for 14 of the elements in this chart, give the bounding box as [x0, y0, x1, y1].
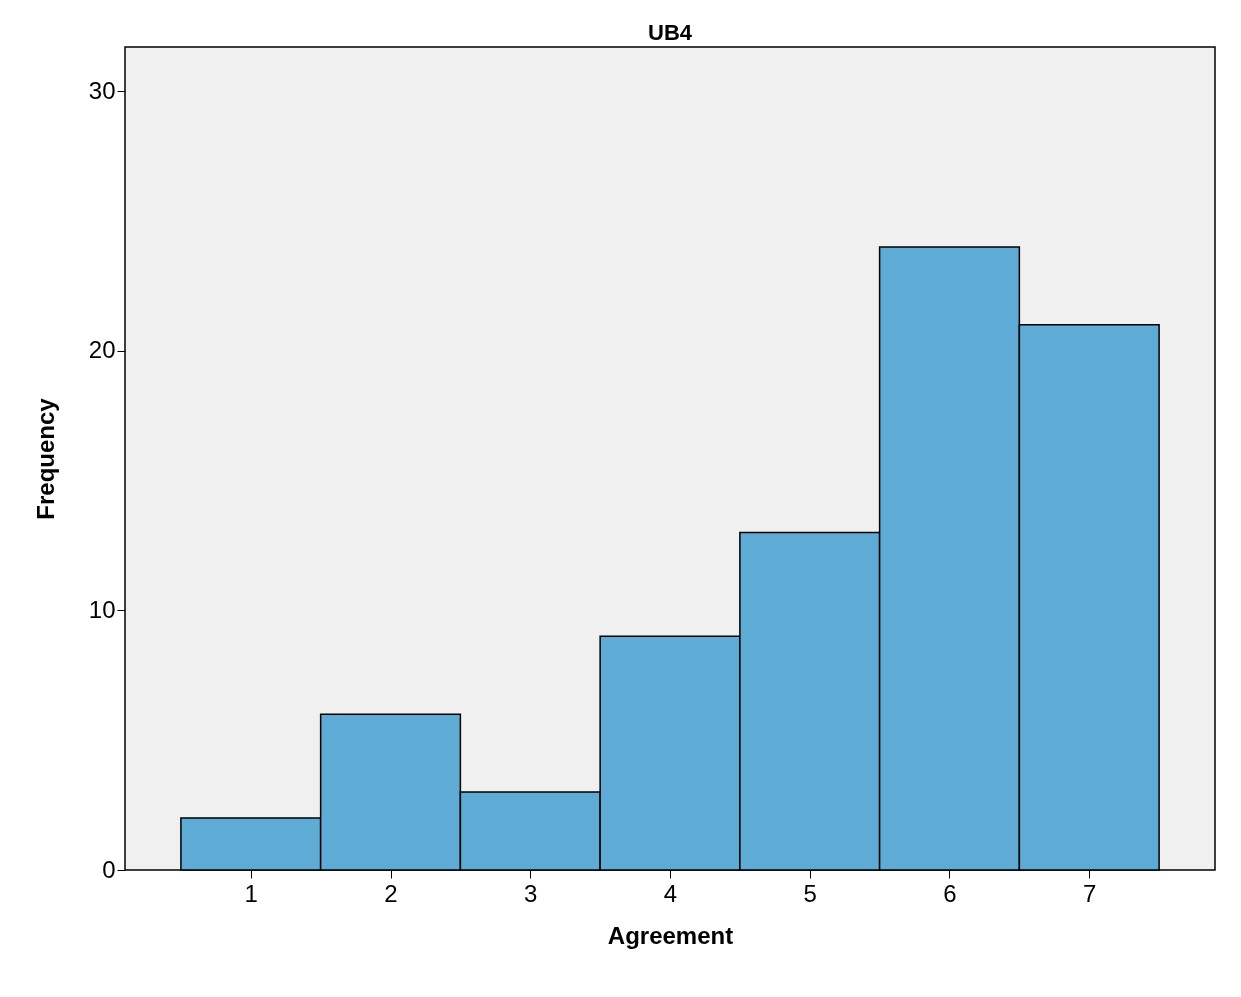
y-tick-label: 0	[102, 855, 116, 883]
x-tick-label: 4	[663, 879, 678, 907]
y-tick-label: 20	[88, 336, 116, 364]
chart-title: UB4	[647, 20, 693, 45]
x-tick-label: 7	[1083, 879, 1097, 907]
x-tick-label: 1	[244, 879, 258, 907]
x-tick-label: 6	[943, 879, 957, 907]
x-axis-title: Agreement	[607, 921, 734, 949]
y-tick-label: 10	[88, 595, 116, 623]
x-tick-label: 3	[524, 879, 538, 907]
y-tick-label: 30	[88, 76, 116, 104]
y-axis-title: Frequency	[31, 397, 59, 520]
x-tick-label: 2	[384, 879, 398, 907]
x-tick-label: 5	[803, 879, 817, 907]
